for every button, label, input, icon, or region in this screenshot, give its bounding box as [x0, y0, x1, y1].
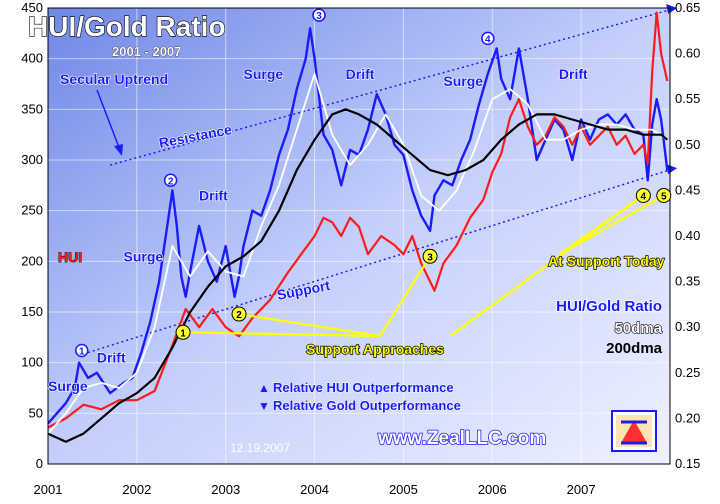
legend-item-50dma: 50dma	[614, 320, 662, 337]
y-right-tick-0-15: 0.15	[675, 456, 700, 471]
support-marker-label-4: 4	[641, 191, 647, 202]
x-tick-2005: 2005	[389, 482, 418, 497]
website-label: www.ZealLLC.com	[377, 428, 546, 449]
legend-item-200dma: 200dma	[606, 340, 663, 357]
support-arrow-1	[183, 331, 381, 338]
y-right-tick-0-55: 0.55	[675, 91, 700, 106]
y-right-tick-0-50: 0.50	[675, 137, 700, 152]
y-right-tick-0-60: 0.60	[675, 46, 700, 61]
y-right-tick-0-35: 0.35	[675, 274, 700, 289]
date-label: 12.19.2007	[230, 441, 290, 455]
top-marker-label-2: 2	[168, 176, 174, 187]
trendline-arrow-1	[666, 164, 678, 175]
support-arrow-2	[238, 312, 381, 338]
x-tick-2002: 2002	[122, 482, 151, 497]
x-tick-2003: 2003	[211, 482, 240, 497]
series-layer	[47, 11, 669, 443]
support-marker-label-1: 1	[180, 328, 186, 339]
y-right-tick-0-40: 0.40	[675, 228, 700, 243]
support-marker-label-2: 2	[236, 310, 242, 321]
phase-label-4: Surge	[243, 66, 283, 82]
y-right-tick-0-65: 0.65	[675, 0, 700, 15]
plot-background	[48, 8, 670, 464]
top-marker-label-3: 3	[316, 11, 322, 22]
y-left-tick-300: 300	[21, 152, 43, 167]
x-tick-2001: 2001	[34, 482, 63, 497]
at-support-today-label: At Support Today	[548, 253, 665, 269]
y-left-tick-450: 450	[21, 0, 43, 15]
chart-title: HUI/Gold Ratio	[28, 11, 226, 42]
y-left-tick-0: 0	[36, 456, 43, 471]
support-arrow-extra	[449, 194, 644, 337]
support-marker-circle-4	[635, 187, 651, 203]
y-right-tick-0-30: 0.30	[675, 319, 700, 334]
phase-label-2: Surge	[124, 248, 164, 264]
phase-label-5: Drift	[346, 66, 375, 82]
support-marker-circle-5	[656, 187, 672, 203]
y-left-tick-100: 100	[21, 355, 43, 370]
x-tick-2006: 2006	[478, 482, 507, 497]
support-approaches-label: Support Approaches	[306, 341, 444, 357]
y-left-tick-150: 150	[21, 304, 43, 319]
phase-label-3: Drift	[199, 188, 228, 204]
annotations: Surge Drift Surge Drift Surge Drift Surge Drift…	[47, 8, 672, 395]
series-line-2	[47, 73, 668, 435]
secular-uptrend-arrow-head	[114, 144, 123, 156]
top-marker-label-1: 1	[79, 347, 85, 358]
y-right-tick-0-25: 0.25	[675, 365, 700, 380]
series-line-1	[47, 11, 669, 429]
phase-label-6: Surge	[443, 73, 483, 89]
secular-uptrend-label: Secular Uptrend	[60, 71, 168, 87]
support-marker-circle-3	[422, 248, 438, 264]
y-left-tick-400: 400	[21, 51, 43, 66]
support-marker-label-5: 5	[661, 191, 667, 202]
y-left-tick-250: 250	[21, 203, 43, 218]
phase-label-1: Drift	[97, 350, 126, 366]
x-tick-2004: 2004	[300, 482, 329, 497]
y-left-tick-50: 50	[29, 405, 43, 420]
y-left-tick-350: 350	[21, 101, 43, 116]
chart-subtitle: 2001 - 2007	[112, 44, 181, 59]
relative-gold-outperformance: Relative Gold Outperformance	[273, 398, 461, 413]
support-marker-circle-2	[231, 306, 247, 322]
hui-series-label: HUI	[58, 249, 82, 265]
support-marker-label-3: 3	[427, 252, 433, 263]
series-line-3	[47, 108, 668, 443]
phase-label-0: Surge	[48, 378, 88, 394]
up-arrow-glyph: ▲	[258, 381, 270, 395]
top-marker-circle-2	[163, 173, 178, 188]
plot-border	[47, 7, 671, 465]
secular-uptrend-arrow	[96, 89, 121, 151]
down-arrow-glyph: ▼	[258, 399, 270, 413]
top-marker-circle-4	[481, 31, 495, 46]
top-marker-label-4: 4	[485, 34, 491, 45]
top-marker-circle-3	[312, 8, 326, 22]
legend-item-hui-gold-ratio: HUI/Gold Ratio	[556, 298, 662, 315]
axis-ticks: 0 50 100 150 200 250 300 350 400 450 0.15 0.20 0.25 0…	[21, 0, 700, 497]
trendline-0	[109, 9, 670, 166]
x-tick-2007: 2007	[567, 482, 596, 497]
top-marker-circle-1	[75, 343, 89, 358]
y-right-tick-0-20: 0.20	[675, 410, 700, 425]
zeal-logo	[611, 410, 657, 452]
support-marker-circle-1	[175, 324, 191, 340]
phase-label-7: Drift	[559, 66, 588, 82]
trendline-arrow-0	[666, 4, 678, 15]
series-line-0	[47, 27, 669, 425]
y-right-tick-0-45: 0.45	[675, 182, 700, 197]
support-arrow-3	[379, 255, 432, 337]
relative-hui-outperformance: Relative HUI Outperformance	[273, 380, 454, 395]
y-left-tick-200: 200	[21, 253, 43, 268]
